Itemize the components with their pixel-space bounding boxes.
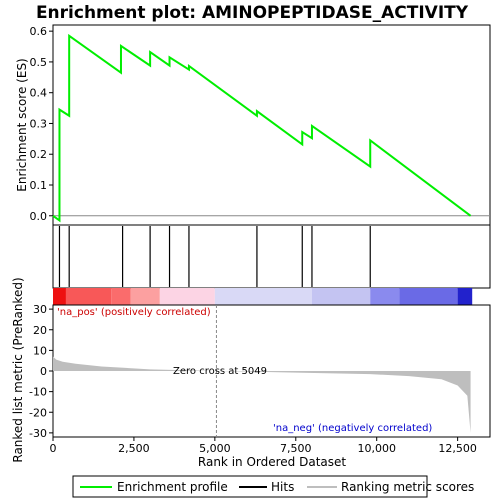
heatbar-segment — [159, 288, 215, 305]
heatbar-segment — [370, 288, 400, 305]
es-panel-frame — [52, 24, 491, 226]
rank-y-tick-label: -20 — [29, 406, 47, 419]
x-tick-label: 10,000 — [357, 442, 396, 455]
zero-cross-label: Zero cross at 5049 — [173, 366, 267, 377]
positive-correlation-label: 'na_pos' (positively correlated) — [57, 307, 211, 318]
legend-enrichment-label: Enrichment profile — [117, 480, 228, 494]
es-y-tick-label: 0.2 — [30, 148, 48, 161]
es-y-axis-label: Enrichment score (ES) — [15, 58, 29, 191]
heatbar-segment — [53, 288, 66, 305]
es-y-tick-label: 0.1 — [30, 179, 48, 192]
negative-correlation-label: 'na_neg' (negatively correlated) — [273, 423, 432, 434]
rank-y-axis-label: Ranked list metric (PreRanked) — [11, 277, 25, 462]
heatbar-segment — [65, 288, 112, 305]
rank-y-tick-label: -10 — [29, 386, 47, 399]
es-y-tick-label: 0.4 — [30, 87, 48, 100]
ranking-metric-area — [53, 356, 471, 433]
x-tick-label: 2,500 — [118, 442, 150, 455]
rank-y-tick-label: -30 — [29, 427, 47, 440]
x-tick-label: 12,500 — [438, 442, 477, 455]
legend-hits-label: Hits — [271, 480, 294, 494]
heatbar-segment — [130, 288, 160, 305]
x-axis-label: Rank in Ordered Dataset — [198, 455, 346, 469]
ranked-heatbar — [53, 288, 473, 305]
es-y-tick-label: 0.0 — [30, 210, 48, 223]
rank-y-ticks: 30 20 10 0 -10 -20 -30 — [29, 303, 53, 440]
heatbar-segment — [457, 288, 473, 305]
rank-y-tick-label: 0 — [40, 365, 47, 378]
rank-y-tick-label: 20 — [33, 324, 47, 337]
enrichment-profile-line — [52, 33, 472, 223]
x-tick-label: 5,000 — [199, 442, 231, 455]
heatbar-segment — [311, 288, 371, 305]
es-y-tick-label: 0.3 — [30, 117, 48, 130]
hits-marks — [58, 226, 371, 287]
heatbar-segment — [111, 288, 131, 305]
hits-panel-frame — [52, 224, 491, 289]
x-tick-label: 0 — [50, 442, 57, 455]
legend-ranking-label: Ranking metric scores — [341, 480, 474, 494]
es-y-tick-label: 0.5 — [30, 56, 48, 69]
x-tick-label: 7,500 — [280, 442, 312, 455]
chart-title: Enrichment plot: AMINOPEPTIDASE_ACTIVITY — [36, 3, 469, 23]
rank-y-tick-label: 10 — [33, 344, 47, 357]
heatbar-segment — [214, 288, 312, 305]
rank-y-tick-label: 30 — [33, 303, 47, 316]
es-y-ticks: 0.0 0.1 0.2 0.3 0.4 0.5 0.6 — [30, 25, 53, 223]
x-ticks: 0 2,500 5,000 7,500 10,000 12,500 — [50, 437, 477, 455]
heatbar-segment — [399, 288, 458, 305]
es-y-tick-label: 0.6 — [30, 25, 48, 38]
